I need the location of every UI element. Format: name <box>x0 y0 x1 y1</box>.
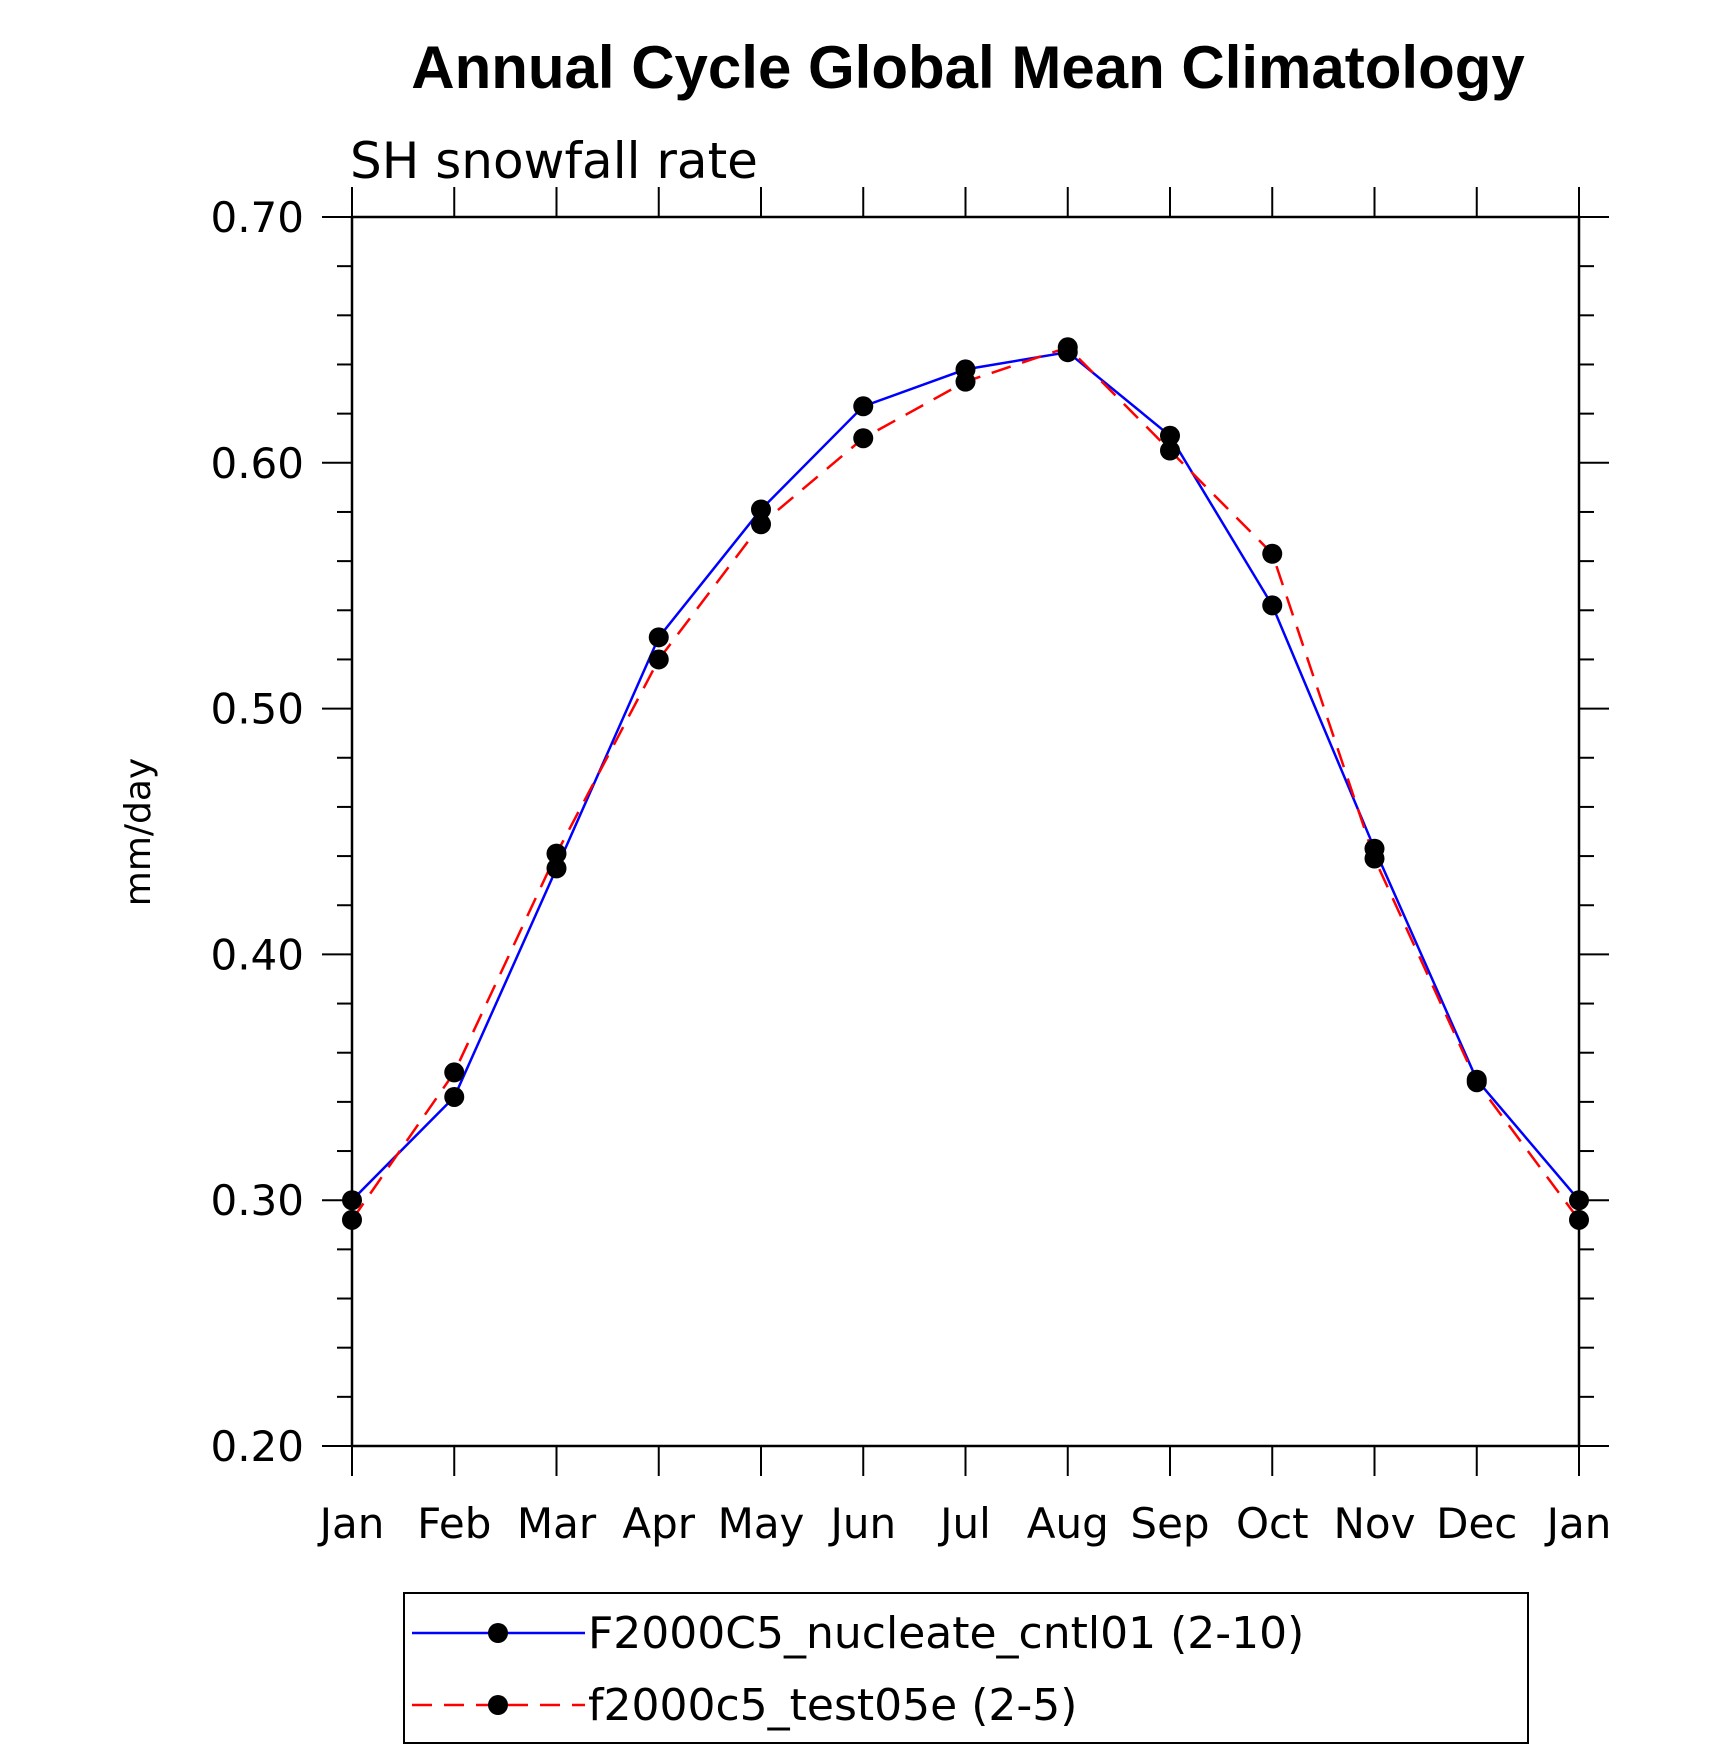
y-tick-label: 0.40 <box>210 930 304 979</box>
x-tick-label: Jan <box>1544 1499 1612 1548</box>
data-point-series-1 <box>1262 595 1283 616</box>
series-line-2 <box>350 345 1581 1221</box>
y-tick-label: 0.30 <box>210 1176 304 1225</box>
data-point-series-1 <box>853 396 874 417</box>
x-tick-label: Dec <box>1436 1499 1517 1548</box>
x-tick-label: Jan <box>317 1499 385 1548</box>
data-point-series-1 <box>648 627 669 648</box>
legend-label-series-1: F2000C5_nucleate_cntl01 (2-10) <box>588 1608 1304 1659</box>
data-point-series-2 <box>1364 848 1385 869</box>
x-tick-label: Nov <box>1334 1499 1416 1548</box>
data-point-series-2 <box>853 428 874 449</box>
y-axis-label: mm/day <box>118 758 159 906</box>
data-point-series-1 <box>342 1190 362 1211</box>
x-tick-label: Oct <box>1236 1499 1309 1548</box>
plot-axes: 0.20 0.30 0.40 0.50 0.60 0.70 Jan Feb Mar Apr May J… <box>210 187 1611 1548</box>
plot-frame <box>350 215 1581 1448</box>
legend-marker-series-2 <box>488 1695 508 1715</box>
chart-title: Annual Cycle Global Mean Climatology <box>411 34 1525 101</box>
legend-label-series-2: f2000c5_test05e (2-5) <box>588 1680 1077 1731</box>
data-point-series-2 <box>444 1062 465 1083</box>
data-point-series-1 <box>751 499 771 520</box>
y-tick-label: 0.50 <box>210 685 304 734</box>
series-line-1 <box>351 350 1580 1202</box>
data-point-series-2 <box>546 843 567 864</box>
legend: F2000C5_nucleate_cntl01 (2-10) f2000c5_t… <box>403 1592 1529 1744</box>
y-tick-label: 0.20 <box>210 1422 304 1471</box>
x-tick-label: Jul <box>937 1499 991 1548</box>
x-tick-label: Aug <box>1027 1499 1109 1548</box>
data-point-series-2 <box>751 514 771 535</box>
x-tick-label: Apr <box>622 1499 695 1548</box>
data-point-series-2 <box>1262 543 1283 564</box>
data-point-series-2 <box>342 1209 362 1230</box>
data-point-series-2 <box>955 371 976 392</box>
data-point-series-1 <box>1160 425 1180 446</box>
legend-box <box>403 1592 1529 1744</box>
y-tick-label: 0.60 <box>210 439 304 488</box>
data-point-series-2 <box>648 649 669 670</box>
x-tick-label: Feb <box>417 1499 491 1548</box>
data-point-series-1 <box>444 1086 465 1107</box>
x-tick-label: May <box>718 1499 805 1548</box>
data-point-series-2 <box>1160 440 1180 461</box>
x-tick-label: Sep <box>1130 1499 1209 1548</box>
data-point-series-2 <box>1569 1209 1589 1230</box>
x-tick-label: Jun <box>827 1499 896 1548</box>
x-tick-label: Mar <box>517 1499 597 1548</box>
data-point-series-1 <box>1569 1190 1589 1211</box>
legend-marker-series-1 <box>488 1623 508 1643</box>
series-layer <box>342 337 1589 1230</box>
chart-subtitle: SH snowfall rate <box>350 132 758 190</box>
data-point-series-2 <box>1057 337 1078 358</box>
data-point-series-2 <box>1466 1072 1487 1093</box>
y-tick-label: 0.70 <box>210 193 304 242</box>
data-point-series-1 <box>546 858 567 879</box>
